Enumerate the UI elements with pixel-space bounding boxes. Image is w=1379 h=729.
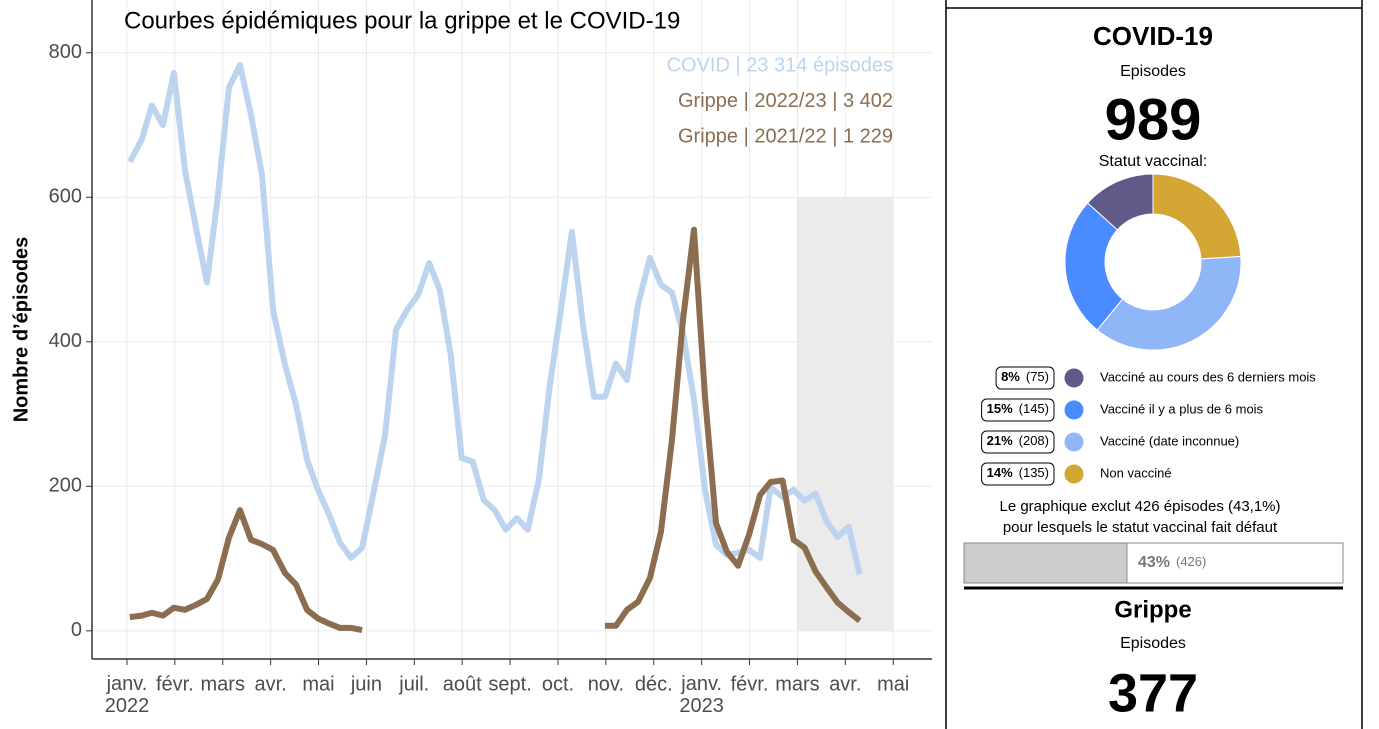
count-label: (145) (1019, 401, 1049, 416)
legend-entry: COVID | 23 314 épisodes (667, 54, 893, 76)
x-tick-label: oct. (542, 673, 574, 695)
x-tick-label: mars (775, 673, 819, 695)
percent-label: 8% (1001, 369, 1020, 384)
episode-count: 377 (1108, 663, 1198, 723)
section-subtitle: Episodes (1120, 63, 1186, 80)
pie-title: Statut vaccinal: (1099, 153, 1208, 170)
percent-label: 21% (987, 433, 1013, 448)
count-label: (426) (1176, 554, 1206, 569)
x-tick-label: janv. 2023 (679, 673, 724, 717)
x-tick-label: janv. 2022 (105, 673, 150, 717)
legend-label: Vacciné il y a plus de 6 mois (1100, 401, 1264, 416)
count-label: (208) (1019, 433, 1049, 448)
legend-label: Non vacciné (1100, 465, 1172, 480)
badge-box (981, 398, 1055, 422)
x-tick-label: déc. (635, 673, 673, 695)
y-tick-label: 600 (49, 186, 82, 208)
donut-slice (1064, 202, 1124, 331)
x-tick-label: févr. (156, 673, 194, 695)
badge-box (981, 430, 1055, 454)
count-label: (135) (1019, 465, 1049, 480)
y-axis-label: Nombre d’épisodes (10, 237, 32, 423)
x-tick-label: août (443, 673, 482, 695)
legend-badge: 14% (135) (987, 465, 1049, 480)
legend-label: Vacciné (date inconnue) (1100, 433, 1239, 448)
section-title: COVID-19 (1093, 21, 1213, 51)
x-tick-label: mai (302, 673, 334, 695)
percent-label: 43% (1138, 554, 1170, 571)
episode-count: 989 (1105, 87, 1202, 152)
excluded-bar: Le graphique exclut 426 épisodes (43,1%)… (963, 498, 1344, 584)
legend-swatch (1064, 464, 1084, 484)
badge-box (995, 366, 1055, 390)
y-tick-label: 0 (71, 619, 82, 641)
bar-label: 43% (426) (1138, 554, 1206, 571)
badge-box (981, 462, 1055, 486)
series-line (127, 62, 863, 576)
donut-slice (1096, 255, 1242, 351)
highlight-region (797, 197, 894, 631)
x-tick-label: avr. (255, 673, 287, 695)
section-subtitle: Episodes (1120, 635, 1186, 652)
legend-badge: 15% (145) (987, 401, 1049, 416)
legend-entry: Grippe | 2022/23 | 3 402 (678, 90, 893, 112)
chart-title: Courbes épidémiques pour la grippe et le… (124, 7, 680, 34)
legend-label: Vacciné au cours des 6 derniers mois (1100, 369, 1316, 384)
donut-slice (1152, 173, 1242, 260)
legend-entry: Grippe | 2021/22 | 1 229 (678, 125, 893, 147)
note: Le graphique exclut 426 épisodes (43,1%) (999, 498, 1280, 515)
legend-badge: 8% (75) (1001, 369, 1049, 384)
count-label: (75) (1026, 369, 1049, 384)
percent-label: 14% (987, 465, 1013, 480)
x-tick-label: juin (350, 673, 382, 695)
x-tick-label: mai (877, 673, 909, 695)
legend-badge: 21% (208) (987, 433, 1049, 448)
y-tick-label: 400 (49, 330, 82, 352)
y-tick-label: 200 (49, 475, 82, 497)
legend-swatch (1064, 400, 1084, 420)
x-tick-label: mars (201, 673, 245, 695)
legend-swatch (1064, 368, 1084, 388)
x-tick-label: avr. (829, 673, 861, 695)
bar (963, 542, 1128, 584)
note: pour lesquels le statut vaccinal fait dé… (1003, 519, 1278, 536)
donut-chart: 8% (75) Vacciné au cours des 6 derniers mo… (981, 173, 1316, 486)
x-tick-label: sept. (488, 673, 531, 695)
percent-label: 15% (987, 401, 1013, 416)
section-title: Grippe (1114, 596, 1191, 623)
y-tick-label: 800 (49, 41, 82, 63)
series-line (129, 507, 363, 634)
series-line (604, 226, 862, 629)
legend-swatch (1064, 432, 1084, 452)
x-tick-label: févr. (731, 673, 769, 695)
x-tick-label: juil. (398, 673, 429, 695)
x-tick-label: nov. (588, 673, 624, 695)
